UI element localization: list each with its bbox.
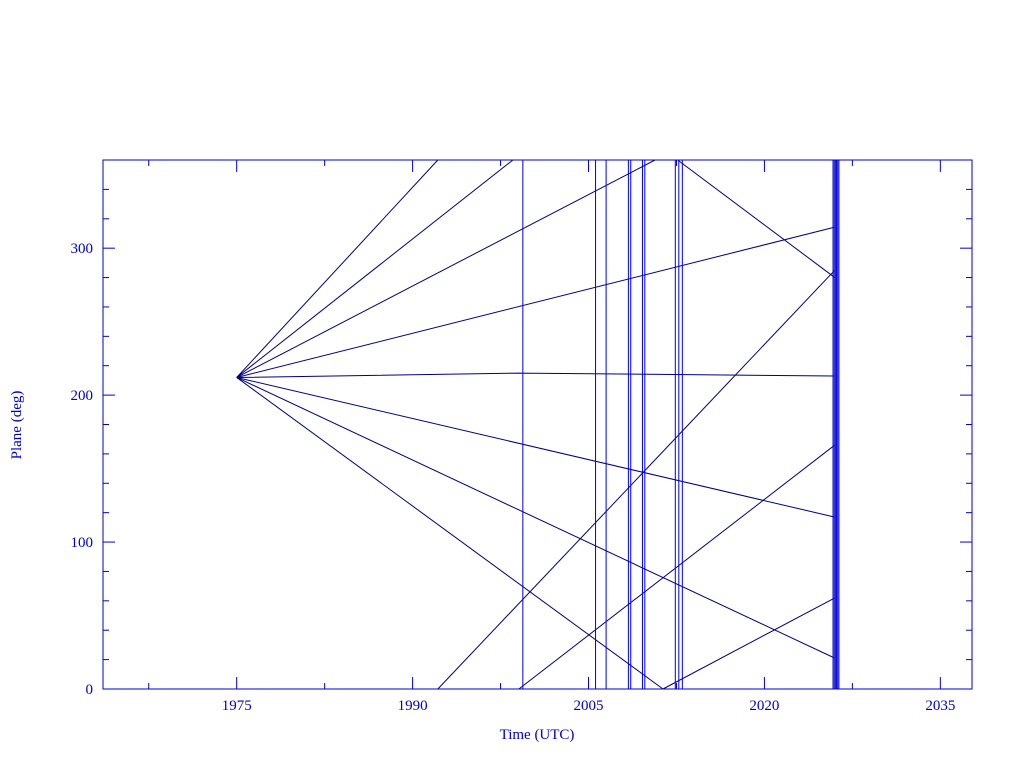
y-tick-label: 100 xyxy=(71,535,94,551)
plane-line xyxy=(437,269,836,690)
x-axis-label: Time (UTC) xyxy=(500,727,575,743)
y-tick-label: 300 xyxy=(71,241,94,257)
x-tick-label: 2035 xyxy=(925,698,955,714)
plane-line xyxy=(236,377,664,690)
y-tick-label: 0 xyxy=(86,682,94,698)
plot-frame xyxy=(102,159,973,690)
plane-line xyxy=(236,226,835,378)
plane-line xyxy=(236,159,656,378)
x-tick-label: 1975 xyxy=(222,698,252,714)
x-tick-label: 1990 xyxy=(398,698,428,714)
plane-line xyxy=(236,159,514,378)
plane-line xyxy=(236,372,835,378)
plane-line xyxy=(236,376,835,518)
x-tick-label: 2005 xyxy=(574,698,604,714)
plane-line xyxy=(236,377,836,659)
plane-line xyxy=(662,597,836,690)
y-tick-label: 200 xyxy=(71,388,94,404)
x-tick-label: 2020 xyxy=(749,698,779,714)
plane-line xyxy=(518,444,836,690)
plane-line xyxy=(236,159,439,378)
y-axis-label: Plane (deg) xyxy=(9,391,25,460)
plane-line xyxy=(677,159,836,278)
